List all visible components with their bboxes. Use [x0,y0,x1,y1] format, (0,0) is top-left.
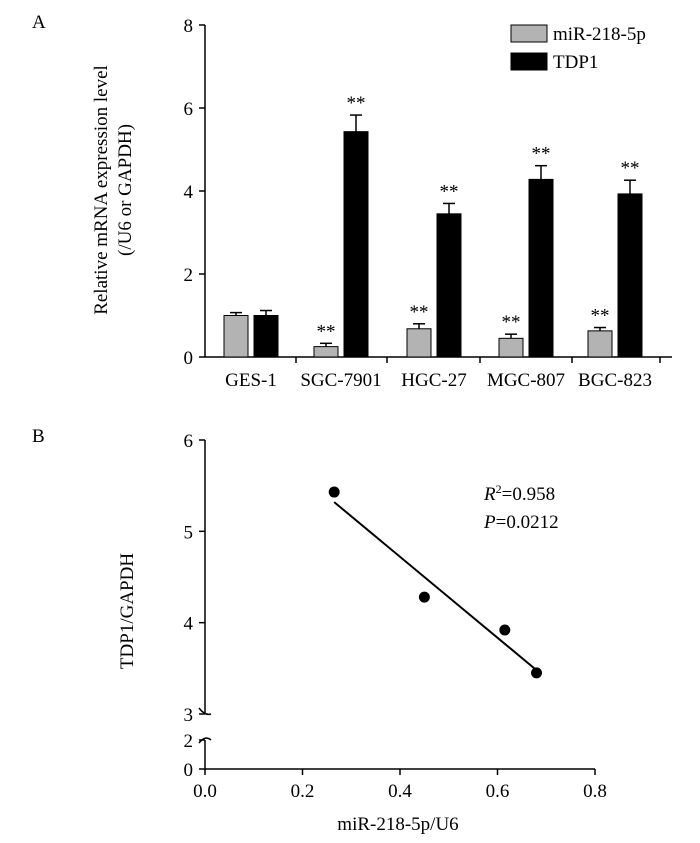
p-value-annotation: P=0.0212 [483,512,559,533]
scatter-point [499,624,511,636]
significance-label: ** [532,144,551,165]
r-symbol: R [483,484,496,505]
x-tick-label-a: GES-1 [225,370,277,391]
bar [436,213,462,358]
r-value: =0.958 [502,484,555,505]
axes-b: 3 4 5 6 0 2 0.0 0.2 0.4 0.6 0.8 [184,431,607,802]
significance-label: ** [410,302,429,323]
y-tick-label-a: 4 [184,182,194,203]
regression-line [333,501,538,671]
x-tick-label-b: 0.6 [486,781,510,802]
bar-chart-panel-a: Relative mRNA expression level (/U6 or G… [91,16,672,391]
p-value: =0.0212 [496,512,559,533]
y-axis-label-b: TDP1/GAPDH [117,553,138,669]
bar [528,178,554,358]
y-tick-label-b: 0 [184,760,194,781]
x-tick-label-a: BGC-823 [578,370,652,391]
x-tick-label-b: 0.0 [193,781,217,802]
bar [253,315,279,358]
significance-label: ** [440,181,459,202]
y-axis-label-line1: Relative mRNA expression level [91,65,112,315]
significance-label: ** [317,321,336,342]
bars-a: ** ** ** ** ** ** ** ** [223,93,643,358]
scatter-point [328,486,340,498]
y-tick-label-b: 5 [184,522,194,543]
y-axis-label-line2: (/U6 or GAPDH) [115,124,136,256]
bar [587,330,613,358]
y-tick-label-a: 6 [184,99,194,120]
r-squared-annotation: R2=0.958 [483,482,555,505]
y-tick-label-a: 0 [184,348,194,369]
x-tick-label-b: 0.8 [583,781,607,802]
x-tick-label-b: 0.4 [388,781,412,802]
x-axis-label-b: miR-218-5p/U6 [337,814,458,835]
bar [313,346,339,358]
legend-swatch-tdp1 [510,52,548,71]
panel-label-a: A [32,12,46,33]
x-tick-label-a: SGC-7901 [300,370,381,391]
legend-a: miR-218-5p TDP1 [510,24,646,73]
scatter-chart-panel-b: TDP1/GAPDH miR-218-5p/U6 3 4 5 6 0 2 0.0 0.2 0.4… [117,431,607,835]
bar [617,193,643,358]
significance-label: ** [347,93,366,114]
significance-label: ** [502,312,521,333]
y-tick-label-b: 4 [184,614,194,635]
bar [343,131,369,358]
y-tick-label-a: 8 [184,16,194,37]
panel-label-b: B [32,426,45,447]
significance-label: ** [591,306,610,327]
p-symbol: P [483,512,496,533]
scatter-marks-b [328,486,542,679]
bar [406,328,432,358]
bar [498,337,524,358]
x-tick-label-b: 0.2 [291,781,315,802]
r-superscript: 2 [496,482,502,496]
significance-label: ** [621,158,640,179]
scatter-point [418,591,430,603]
legend-swatch-mir [510,24,548,43]
y-tick-label-a: 2 [184,265,194,286]
y-tick-label-b: 3 [184,705,194,726]
stats-annotation: R2=0.958 P=0.0212 [483,482,559,533]
legend-label-tdp1: TDP1 [553,52,598,73]
scatter-point [531,667,542,679]
legend-label-mir: miR-218-5p [553,24,646,45]
axis-break-mark-lower [198,737,212,744]
bar [223,315,249,358]
x-tick-label-a: HGC-27 [401,370,466,391]
axes-a: 0 2 4 6 8 GES-1 SGC-7901 HGC-27 MGC-807 BGC-823 [184,16,672,391]
y-tick-label-b: 2 [184,731,194,752]
y-tick-label-b: 6 [184,431,194,452]
x-tick-label-a: MGC-807 [487,370,565,391]
